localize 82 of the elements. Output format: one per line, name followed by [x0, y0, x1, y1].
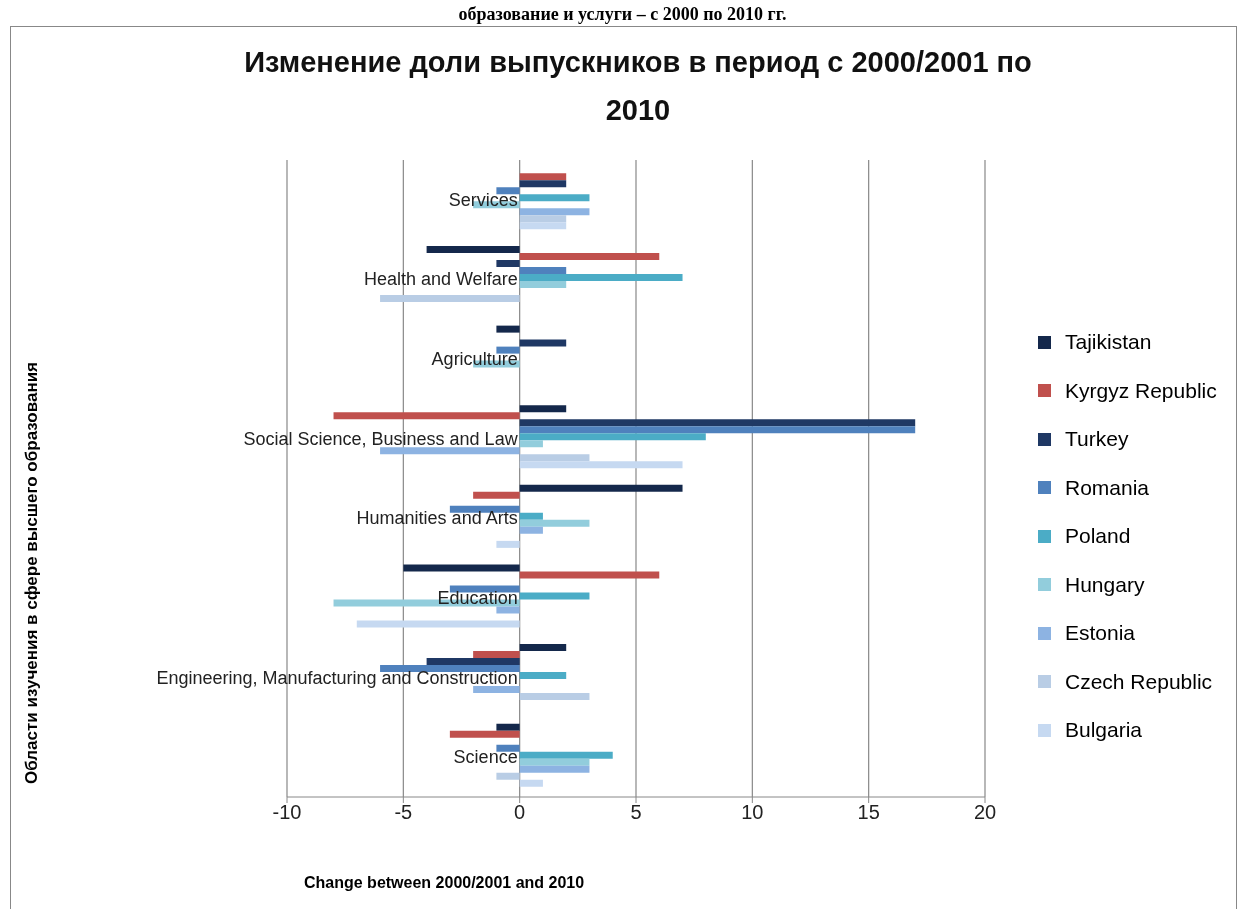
- bar: [380, 447, 520, 455]
- y-tick-label: Science: [453, 747, 518, 768]
- bar: [356, 620, 520, 628]
- x-tick-label: 0: [514, 801, 526, 824]
- x-tick-label: 20: [973, 801, 997, 824]
- legend-label: Estonia: [1065, 621, 1136, 646]
- bar: [519, 519, 590, 527]
- bar: [473, 491, 520, 499]
- bar: [519, 180, 567, 188]
- bar: [519, 281, 567, 288]
- bar: [519, 208, 590, 216]
- legend-label: Kyrgyz Republic: [1065, 378, 1217, 403]
- bar: [496, 606, 520, 614]
- legend-label: Turkey: [1065, 427, 1129, 452]
- bar: [449, 505, 520, 513]
- y-tick-label: Social Science, Business and Law: [243, 428, 519, 449]
- bar: [519, 433, 706, 441]
- bar: [496, 723, 520, 731]
- bar: [519, 592, 590, 600]
- bar: [519, 693, 590, 701]
- y-tick-label: Health and Welfare: [363, 269, 518, 290]
- bar: [519, 419, 916, 427]
- bar: [380, 665, 520, 673]
- x-tick-label: 5: [630, 801, 642, 824]
- bar: [496, 260, 520, 267]
- x-tick-label: -5: [394, 801, 413, 824]
- bar: [473, 651, 520, 659]
- legend-label: Tajikistan: [1065, 330, 1152, 355]
- bar: [426, 658, 520, 666]
- x-tick-label: 15: [857, 801, 880, 824]
- bar: [519, 765, 590, 773]
- bar: [496, 325, 520, 333]
- bar: [519, 194, 590, 202]
- y-tick-label: Services: [448, 189, 518, 210]
- bar: [519, 222, 567, 230]
- bar: [449, 730, 520, 738]
- bar: [519, 267, 567, 274]
- bar: [519, 779, 543, 787]
- bar: [519, 274, 683, 281]
- bar: [519, 484, 683, 492]
- bar: [496, 540, 520, 548]
- bar: [496, 744, 520, 752]
- bar: [519, 571, 660, 579]
- legend-label: Bulgaria: [1065, 718, 1143, 743]
- bar: [519, 644, 567, 652]
- bar: [519, 461, 683, 469]
- y-tick-label: Engineering, Manufacturing and Construction: [156, 667, 518, 688]
- bar: [380, 295, 520, 302]
- bar: [426, 246, 520, 253]
- legend-label: Poland: [1065, 524, 1131, 549]
- bar: [519, 339, 567, 347]
- bar: [519, 405, 567, 413]
- y-tick-label: Agriculture: [431, 349, 518, 370]
- bar: [519, 512, 543, 520]
- bar: [519, 672, 567, 680]
- bar: [403, 564, 520, 572]
- bar: [496, 187, 520, 195]
- bar: [333, 412, 520, 420]
- bar: [519, 758, 590, 766]
- bar: [519, 426, 916, 434]
- bar: [519, 526, 543, 534]
- text: Области изучения в сфере высшего образования: [21, 360, 42, 787]
- text: образование и услуги – с 2000 по 2010 гг.: [457, 4, 788, 25]
- y-tick-label: Education: [437, 587, 518, 608]
- chart-title: Изменение доли выпускников в период с 2000/2001 по 2010: [243, 45, 1033, 128]
- legend-label: Hungary: [1065, 572, 1145, 597]
- x-axis-title: Change between 2000/2001 and 2010: [304, 874, 585, 892]
- bar: [519, 173, 567, 181]
- x-tick-label: -10: [272, 801, 302, 824]
- bar: [496, 772, 520, 780]
- y-tick-label: Humanities and Arts: [356, 508, 518, 529]
- bar: [449, 585, 520, 593]
- bar: [473, 686, 520, 694]
- bar: [519, 440, 543, 448]
- bar: [519, 751, 613, 759]
- bar: [496, 346, 520, 354]
- legend-label: Romania: [1065, 475, 1150, 500]
- bar: [519, 215, 567, 223]
- x-tick-label: 10: [741, 801, 764, 824]
- legend-label: Czech Republic: [1065, 669, 1213, 694]
- bar: [519, 253, 660, 260]
- bar: [519, 454, 590, 462]
